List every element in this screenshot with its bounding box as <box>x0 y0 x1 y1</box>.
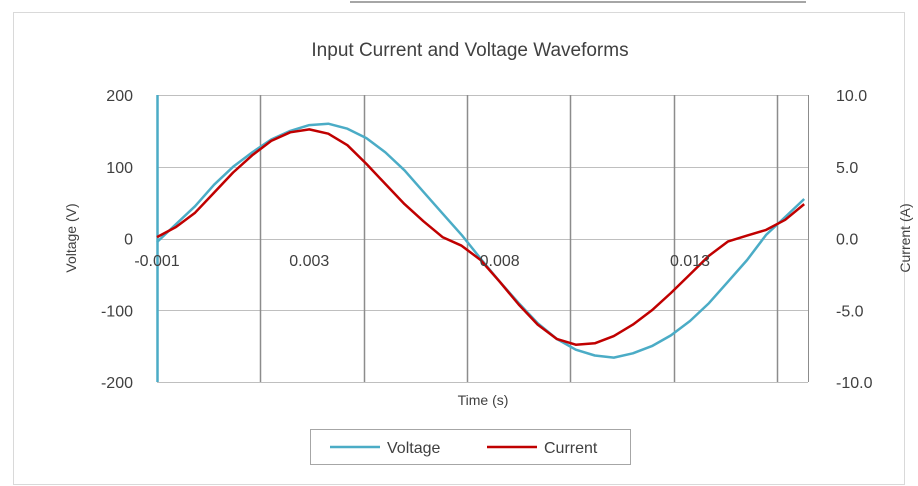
y2-axis-title: Current (A) <box>897 203 913 272</box>
chart-area-border <box>13 12 905 485</box>
y2-tick-label: -5.0 <box>836 303 864 320</box>
x-tick-label: -0.001 <box>134 253 179 270</box>
x-tick-label: 0.008 <box>480 253 520 270</box>
legend-label-voltage: Voltage <box>387 440 440 457</box>
y2-tick-label: 0.0 <box>836 232 858 249</box>
y2-tick-label: 5.0 <box>836 160 858 177</box>
y-tick-label: -200 <box>101 375 133 392</box>
x-tick-label: 0.013 <box>670 253 710 270</box>
legend-label-current: Current <box>544 440 598 457</box>
y2-tick-label: -10.0 <box>836 375 873 392</box>
y-tick-label: 0 <box>124 232 133 249</box>
legend: Voltage Current <box>310 429 631 465</box>
y-tick-label: 100 <box>106 160 133 177</box>
y-tick-label: 200 <box>106 88 133 105</box>
x-tick-label: 0.003 <box>289 253 329 270</box>
y-tick-label: -100 <box>101 303 133 320</box>
x-axis-title: Time (s) <box>458 392 509 408</box>
tick-labels: 200 100 0 -100 -200 10.0 5.0 0.0 -5.0 -10.0 -0.001… <box>101 88 873 392</box>
series-line-current <box>156 128 805 346</box>
y-axis-title: Voltage (V) <box>63 203 79 272</box>
chart-title: Input Current and Voltage Waveforms <box>311 40 628 61</box>
y2-tick-label: 10.0 <box>836 88 867 105</box>
grid <box>156 95 809 383</box>
series-group <box>156 122 806 359</box>
